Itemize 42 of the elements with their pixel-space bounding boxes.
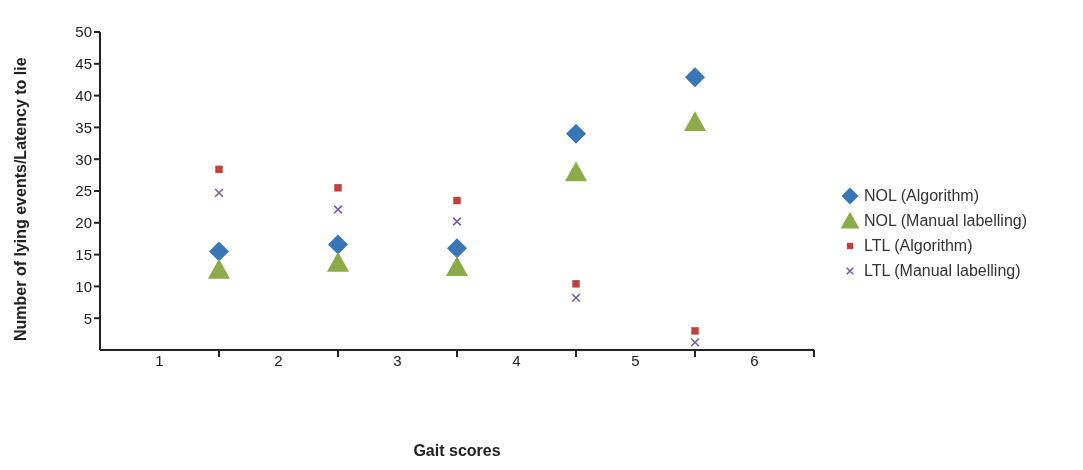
y-tick-label: 15 [75, 245, 92, 263]
point [565, 161, 587, 182]
y-tick-label: 40 [75, 86, 92, 104]
point [333, 204, 343, 215]
x-tick-label: 5 [631, 352, 640, 369]
point [328, 234, 348, 255]
x-tick-label: 6 [750, 352, 759, 369]
x-axis-title: Gait scores [413, 442, 501, 459]
y-tick-label: 20 [75, 214, 92, 232]
point [453, 196, 461, 205]
point [572, 280, 580, 288]
point [209, 241, 229, 262]
y-tick-label: 5 [83, 309, 92, 327]
point [685, 67, 705, 88]
x-tick-label: 2 [274, 352, 283, 369]
point [327, 251, 349, 272]
x-tick-label: 3 [393, 352, 402, 369]
y-tick-label: 50 [75, 23, 92, 41]
legend-label: NOL (Algorithm) [864, 186, 979, 205]
y-tick-label: 30 [75, 150, 92, 168]
y-tick-label: 25 [75, 182, 92, 200]
legend-label: LTL (Manual labelling) [864, 261, 1021, 280]
point [566, 123, 586, 144]
point [452, 216, 462, 227]
point [446, 256, 468, 277]
y-tick-label: 45 [75, 55, 92, 73]
y-tick-label: 35 [75, 118, 92, 136]
point [447, 238, 467, 259]
point [214, 188, 224, 198]
legend-label: NOL (Manual labelling) [864, 211, 1028, 230]
point [334, 184, 342, 192]
x-tick-label: 4 [512, 352, 521, 369]
point [691, 327, 699, 335]
point [215, 165, 223, 174]
y-axis-title: Number of lying events/Latency to lie [11, 57, 29, 341]
y-tick-label: 10 [75, 277, 92, 295]
x-tick-label: 1 [155, 352, 164, 369]
point [208, 258, 230, 279]
point [684, 111, 706, 132]
point [690, 337, 700, 348]
point [571, 293, 581, 303]
legend-label: LTL (Algorithm) [864, 236, 973, 255]
